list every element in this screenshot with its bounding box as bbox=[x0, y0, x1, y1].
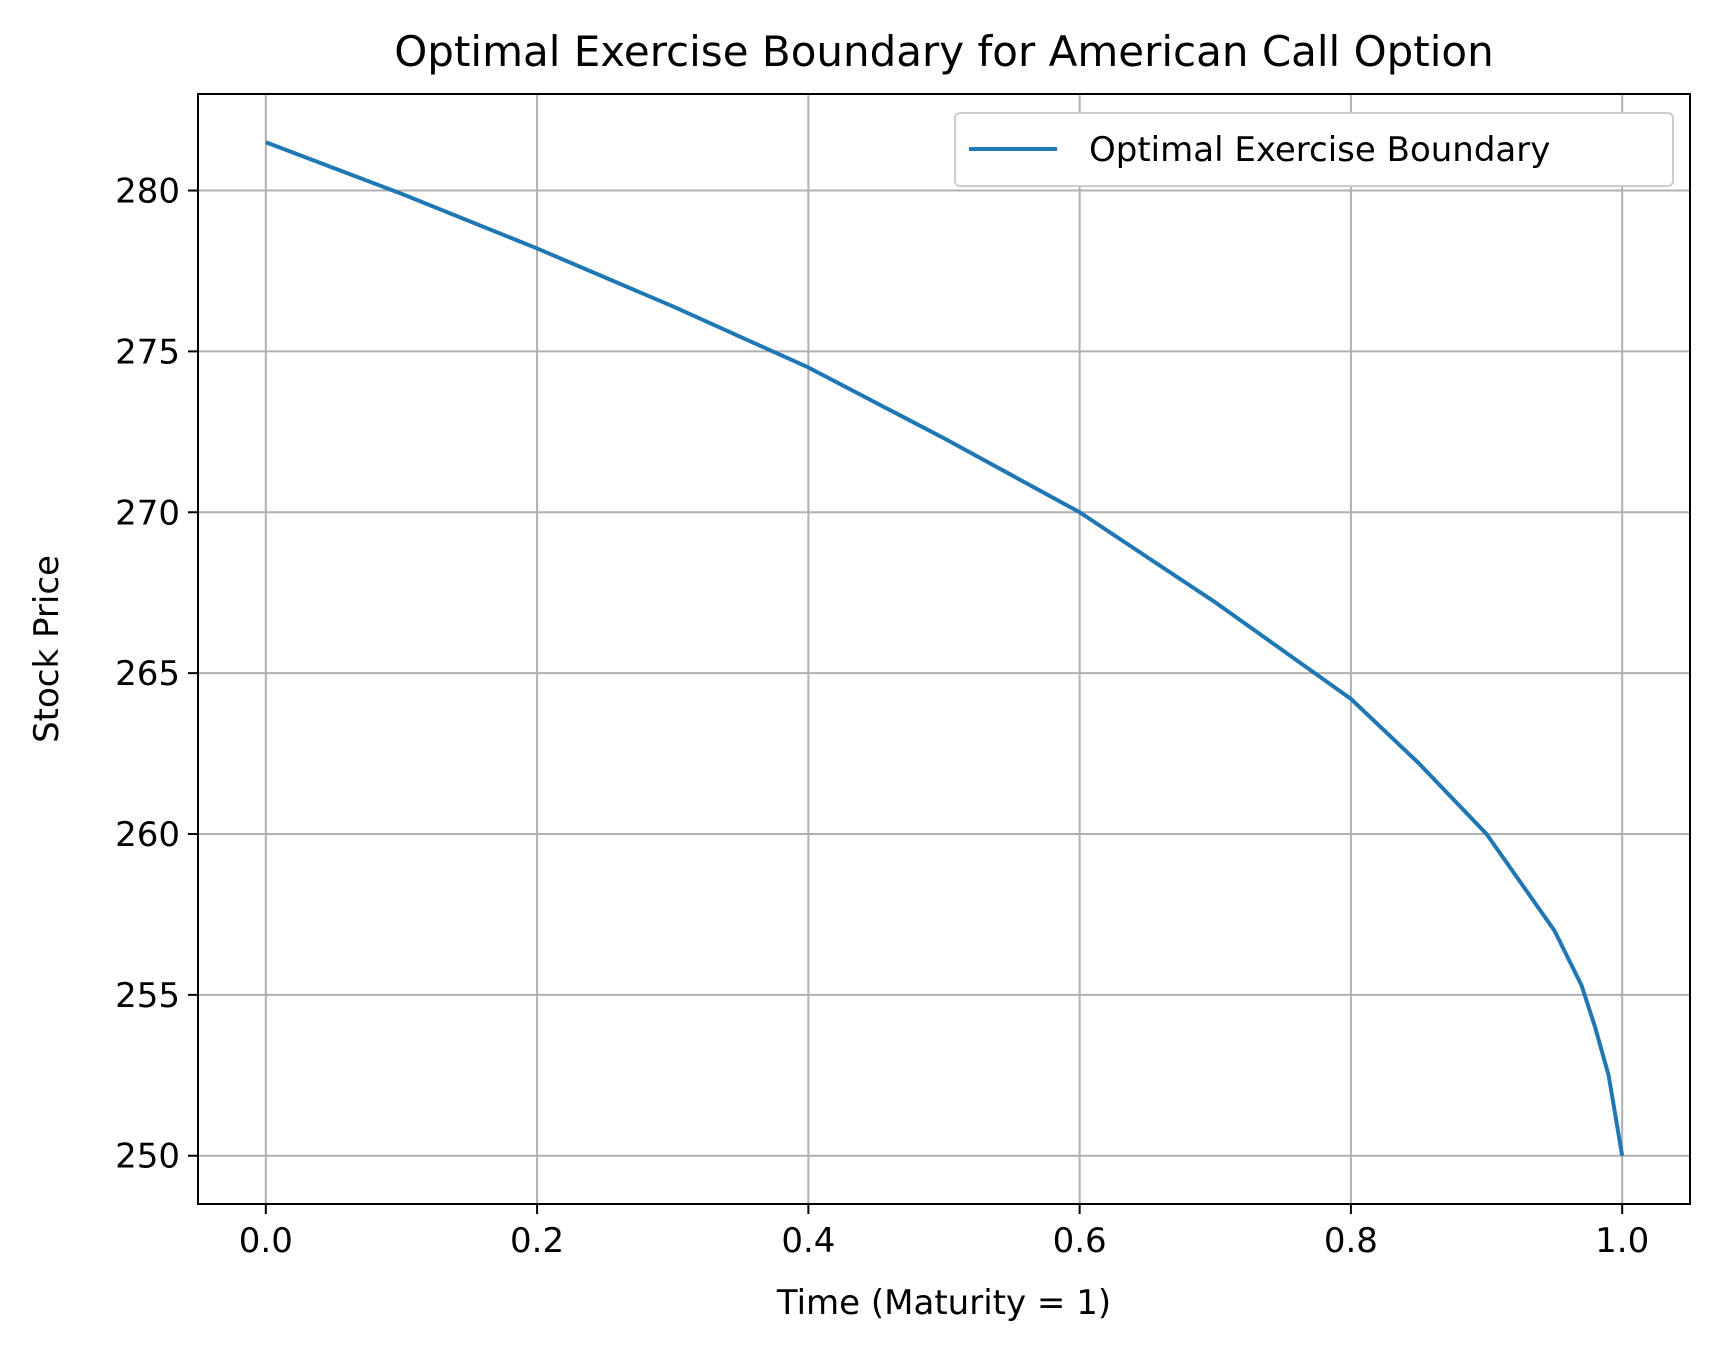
tick-labels: 0.0 0.2 0.4 0.6 0.8 1.0 250 255 260 265 270 275 280 bbox=[115, 172, 1649, 1261]
legend-box bbox=[954, 112, 1674, 187]
y-tick-label: 265 bbox=[115, 654, 180, 694]
x-tick-label: 0.2 bbox=[510, 1221, 564, 1261]
plot-frame bbox=[197, 93, 1691, 1205]
legend-label: Optimal Exercise Boundary bbox=[1089, 130, 1550, 170]
y-tick-label: 280 bbox=[115, 172, 180, 212]
y-axis-label: Stock Price bbox=[27, 555, 67, 743]
y-tick-label: 270 bbox=[115, 493, 180, 533]
axis-ticks bbox=[188, 189, 1624, 1214]
y-tick-label: 260 bbox=[115, 815, 180, 855]
x-tick-label: 0.4 bbox=[781, 1221, 835, 1261]
legend: Optimal Exercise Boundary bbox=[954, 112, 1674, 187]
x-axis-label: Time (Maturity = 1) bbox=[776, 1283, 1111, 1323]
x-tick-label: 1.0 bbox=[1595, 1221, 1649, 1261]
x-tick-label: 0.6 bbox=[1053, 1221, 1107, 1261]
series-layer bbox=[265, 140, 1625, 1157]
y-tick-label: 255 bbox=[115, 976, 180, 1016]
y-tick-label: 250 bbox=[115, 1137, 180, 1177]
series-line-optimal-exercise-boundary bbox=[265, 140, 1625, 1157]
y-tick-label: 275 bbox=[115, 332, 180, 372]
grid-lines bbox=[198, 94, 1690, 1204]
x-tick-label: 0.8 bbox=[1324, 1221, 1378, 1261]
chart-title: Optimal Exercise Boundary for American C… bbox=[394, 27, 1494, 76]
x-tick-label: 0.0 bbox=[239, 1221, 293, 1261]
